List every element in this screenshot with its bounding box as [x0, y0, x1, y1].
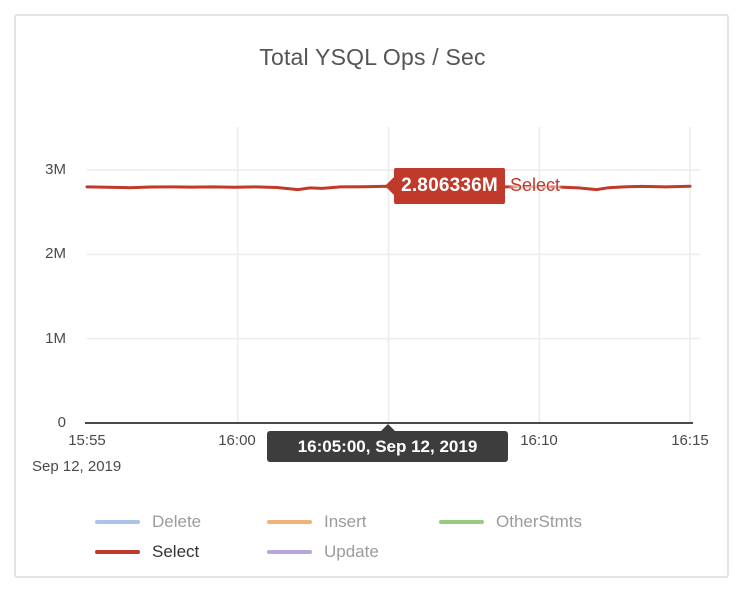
y-tick-0: 0: [57, 414, 66, 431]
legend-label: Update: [324, 542, 379, 561]
x-tick-1615: 16:15: [671, 432, 709, 449]
tooltip-up-arrow-icon: [381, 424, 395, 431]
x-tick-1600: 16:00: [218, 432, 256, 449]
y-tick-2m: 2M: [45, 245, 66, 262]
x-tick-1610: 16:10: [520, 432, 558, 449]
y-gridlines: [87, 169, 700, 340]
chart-card: [14, 14, 729, 578]
y-tick-3m: 3M: [45, 161, 66, 178]
legend-label: OtherStmts: [496, 512, 582, 531]
legend-item-delete[interactable]: Delete: [95, 507, 267, 537]
chart-legend: Delete Insert OtherStmts Select Update: [95, 507, 655, 567]
x-tick-1555: 15:55: [68, 432, 106, 449]
legend-label: Delete: [152, 512, 202, 531]
legend-item-otherstmts[interactable]: OtherStmts: [439, 507, 611, 537]
series-lines: [85, 184, 692, 192]
point-tooltip-value: 2.806336M: [401, 175, 498, 196]
legend-label: Insert: [324, 512, 367, 531]
select-series-swatch-icon: [95, 550, 140, 554]
chart-title: Total YSQL Ops / Sec: [259, 44, 486, 70]
insert-series-swatch-icon: [267, 520, 312, 524]
y-tick-1m: 1M: [45, 330, 66, 347]
legend-item-update[interactable]: Update: [267, 537, 439, 567]
axis-tooltip-text: 16:05:00, Sep 12, 2019: [297, 436, 478, 456]
legend-label: Select: [152, 542, 200, 561]
update-series-swatch-icon: [267, 550, 312, 554]
x-axis-date-label: Sep 12, 2019: [32, 458, 122, 475]
hovered-series-label: Select: [510, 175, 561, 195]
delete-series-swatch-icon: [95, 520, 140, 524]
otherstmts-series-swatch-icon: [439, 520, 484, 524]
point-value-tooltip: 2.806336M: [385, 168, 505, 204]
legend-item-select[interactable]: Select: [95, 537, 267, 567]
legend-item-insert[interactable]: Insert: [267, 507, 439, 537]
x-axis-hover-tooltip: 16:05:00, Sep 12, 2019: [267, 424, 508, 462]
x-gridlines: [237, 127, 691, 423]
tooltip-left-arrow-icon: [385, 177, 394, 195]
